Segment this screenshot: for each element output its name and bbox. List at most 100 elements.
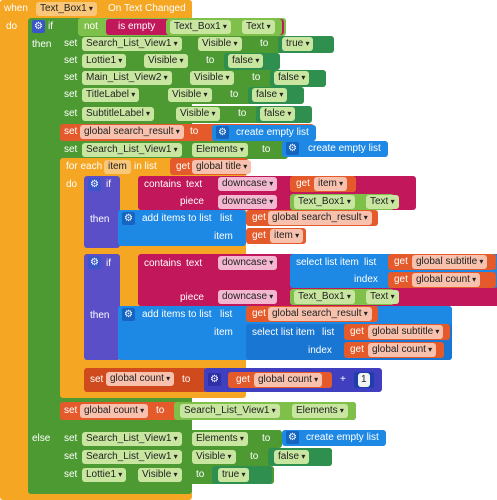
prop-dropdown[interactable]: Visible	[168, 88, 212, 102]
textbox-component-dropdown[interactable]: Text_Box1	[170, 20, 231, 34]
to-label: to	[206, 55, 215, 66]
for-each-label: for each	[66, 161, 103, 172]
get-label: get	[394, 256, 408, 267]
boolean-dropdown[interactable]: false	[274, 450, 310, 464]
if-mutator-gear-icon[interactable]: ⚙	[32, 20, 45, 33]
then-label: then	[32, 39, 52, 50]
add-items-gear-icon[interactable]: ⚙	[122, 308, 135, 321]
set-label: set	[64, 126, 78, 137]
count-dropdown[interactable]: global count	[368, 343, 437, 357]
component-dropdown[interactable]: SubtitleLabel	[82, 107, 155, 121]
set-label: set	[64, 55, 78, 66]
then-label: then	[90, 310, 110, 321]
is-empty-label: is empty	[118, 21, 156, 32]
textbox-prop-dropdown[interactable]: Text	[242, 20, 275, 34]
get-label: get	[252, 308, 266, 319]
prop-dropdown[interactable]: Text	[366, 290, 399, 304]
global-title-dropdown[interactable]: global title	[192, 160, 252, 174]
get-label: get	[350, 344, 364, 355]
search-result-dropdown[interactable]: global search_result	[268, 211, 372, 225]
to-label: to	[196, 469, 205, 480]
component-dropdown[interactable]: Lottie1	[82, 468, 127, 482]
item-dropdown[interactable]: item	[270, 229, 304, 243]
set-label: set	[90, 374, 104, 385]
boolean-dropdown[interactable]: false	[274, 71, 310, 85]
create-empty-list-label: create empty list	[306, 432, 379, 443]
boolean-dropdown[interactable]: false	[260, 107, 296, 121]
component-dropdown[interactable]: Text_Box1	[294, 290, 355, 304]
boolean-dropdown[interactable]: true	[282, 37, 314, 51]
event-when-label: when	[4, 3, 28, 14]
text-label: text	[186, 258, 203, 269]
list-mutator-gear-icon[interactable]: ⚙	[286, 431, 299, 444]
number-value[interactable]: 1	[358, 373, 370, 387]
component-dropdown[interactable]: Search_List_View1	[82, 432, 182, 446]
list-mutator-gear-icon[interactable]: ⚙	[216, 126, 229, 139]
component-dropdown[interactable]: Search_List_View1	[82, 450, 182, 464]
list-label: list	[364, 257, 377, 268]
prop-dropdown[interactable]: Visible	[192, 450, 236, 464]
prop-dropdown[interactable]: Visible	[144, 54, 188, 68]
set-label: set	[64, 405, 78, 416]
add-items-block-1[interactable]	[118, 210, 246, 246]
create-empty-list-block[interactable]	[212, 125, 316, 141]
create-empty-list-label: create empty list	[308, 143, 381, 154]
create-empty-list-block[interactable]	[282, 141, 388, 157]
add-items-gear-icon[interactable]: ⚙	[122, 212, 135, 225]
to-label: to	[252, 72, 261, 83]
component-dropdown[interactable]: Search_List_View1	[180, 404, 280, 418]
list-mutator-gear-icon[interactable]: ⚙	[286, 142, 299, 155]
prop-dropdown[interactable]: Visible	[176, 107, 220, 121]
event-inner-cutout	[24, 20, 28, 494]
component-dropdown[interactable]: Search_List_View1	[82, 143, 182, 157]
contains-label: contains	[144, 258, 182, 269]
count-dropdown[interactable]: global count	[254, 373, 323, 387]
math-mutator-gear-icon[interactable]: ⚙	[208, 373, 221, 386]
downcase-dropdown[interactable]: downcase	[218, 290, 278, 304]
downcase-dropdown[interactable]: downcase	[218, 195, 278, 209]
get-label: get	[350, 326, 364, 337]
then-label: then	[90, 214, 110, 225]
loop-var-field[interactable]: item	[104, 160, 131, 174]
else-column	[56, 430, 60, 484]
component-dropdown[interactable]: Main_List_View2	[82, 71, 172, 85]
to-label: to	[230, 89, 239, 100]
event-component-dropdown[interactable]: Text_Box1	[36, 2, 97, 16]
downcase-dropdown[interactable]: downcase	[218, 177, 278, 191]
component-dropdown[interactable]: Text_Box1	[294, 195, 355, 209]
global-count-dropdown[interactable]: global count	[80, 404, 149, 418]
item-label: item	[214, 327, 233, 338]
boolean-dropdown[interactable]: true	[218, 468, 250, 482]
set-label: set	[64, 144, 78, 155]
inner-if1-gear-icon[interactable]: ⚙	[88, 178, 101, 191]
count-dropdown[interactable]: global count	[412, 273, 481, 287]
prop-dropdown[interactable]: Elements	[192, 432, 248, 446]
global-var-dropdown[interactable]: global search_result	[80, 125, 184, 139]
component-dropdown[interactable]: TitleLabel	[82, 88, 140, 102]
component-dropdown[interactable]: Search_List_View1	[82, 37, 182, 51]
boolean-dropdown[interactable]: false	[228, 54, 264, 68]
prop-dropdown[interactable]: Elements	[292, 404, 348, 418]
global-count-dropdown[interactable]: global count	[106, 372, 175, 386]
component-dropdown[interactable]: Lottie1	[82, 54, 127, 68]
prop-dropdown[interactable]: Visible	[190, 71, 234, 85]
else-label: else	[32, 433, 51, 444]
prop-dropdown[interactable]: Visible	[198, 37, 242, 51]
prop-dropdown[interactable]: Text	[366, 195, 399, 209]
prop-dropdown[interactable]: Visible	[138, 468, 182, 482]
inner-if2-gear-icon[interactable]: ⚙	[88, 256, 101, 269]
create-empty-list-block[interactable]	[282, 430, 386, 446]
prop-dropdown[interactable]: Elements	[192, 143, 248, 157]
select-list-item-label: select list item	[252, 327, 315, 338]
piece-label: piece	[180, 196, 204, 207]
subtitle-dropdown[interactable]: global subtitle	[368, 325, 444, 339]
inner-if2-block[interactable]	[84, 254, 120, 360]
set-label: set	[64, 38, 78, 49]
item-label: item	[214, 231, 233, 242]
subtitle-dropdown[interactable]: global subtitle	[412, 255, 488, 269]
downcase-dropdown[interactable]: downcase	[218, 256, 278, 270]
boolean-dropdown[interactable]: false	[252, 88, 288, 102]
search-result-dropdown[interactable]: global search_result	[268, 307, 372, 321]
item-dropdown[interactable]: item	[314, 177, 348, 191]
then-column	[56, 36, 60, 428]
